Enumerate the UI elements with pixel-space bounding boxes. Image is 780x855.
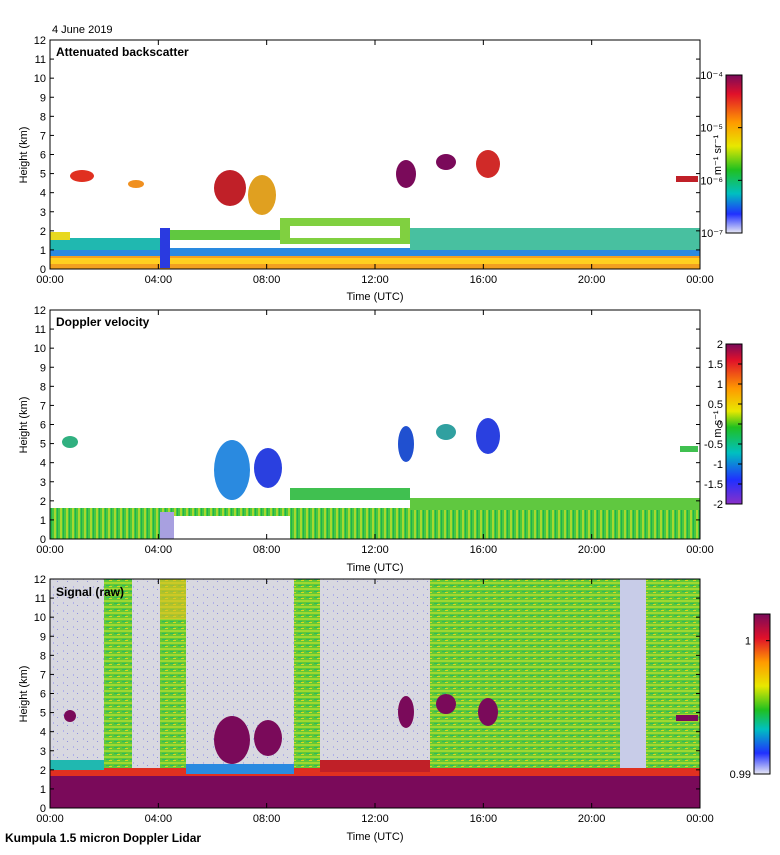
x-tick-label: 12:00 <box>361 544 389 556</box>
y-tick-label: 0 <box>40 803 46 815</box>
colorbar-units: m s⁻¹ <box>712 410 724 438</box>
y-tick-label: 8 <box>40 381 46 393</box>
y-tick-label: 3 <box>40 746 46 758</box>
velocity-panel: Doppler velocity Height (km) Time (UTC) … <box>18 305 743 574</box>
y-tick-label: 7 <box>40 400 46 412</box>
y-tick-label: 2 <box>40 496 46 508</box>
colorbar-tick-label: 10⁻⁶ <box>700 175 723 187</box>
colorbar-tick-label: -1 <box>713 459 723 471</box>
y-tick-label: 0 <box>40 264 46 276</box>
y-tick-label: 6 <box>40 420 46 432</box>
y-tick-label: 6 <box>40 150 46 162</box>
colorbar-tick-label: 10⁻⁴ <box>700 70 723 82</box>
y-tick-label: 5 <box>40 169 46 181</box>
y-tick-label: 1 <box>40 784 46 796</box>
x-tick-label: 00:00 <box>686 544 714 556</box>
y-tick-label: 6 <box>40 689 46 701</box>
x-tick-label: 12:00 <box>361 274 389 286</box>
y-tick-label: 8 <box>40 650 46 662</box>
colorbar-tick-label: -1.5 <box>704 479 723 491</box>
panel-title: Signal (raw) <box>56 585 124 599</box>
y-axis-label: Height (km) <box>18 666 30 723</box>
y-tick-label: 12 <box>34 305 46 317</box>
footer-label: Kumpula 1.5 micron Doppler Lidar <box>5 831 201 845</box>
x-tick-label: 12:00 <box>361 813 389 825</box>
colorbar-tick-label: 2 <box>717 339 723 351</box>
y-tick-label: 2 <box>40 765 46 777</box>
y-tick-label: 9 <box>40 92 46 104</box>
x-tick-label: 20:00 <box>578 813 606 825</box>
colorbar <box>725 74 743 234</box>
backscatter-panel: Attenuated backscatter Height (km) Time … <box>18 35 743 303</box>
y-tick-label: 7 <box>40 130 46 142</box>
x-tick-label: 04:00 <box>145 813 173 825</box>
x-tick-label: 00:00 <box>36 274 64 286</box>
y-tick-label: 4 <box>40 458 46 470</box>
y-tick-label: 4 <box>40 727 46 739</box>
y-axis-label: Height (km) <box>18 397 30 454</box>
colorbar-tick-label: 1 <box>745 636 751 648</box>
y-tick-label: 10 <box>34 343 46 355</box>
y-tick-label: 1 <box>40 515 46 527</box>
y-tick-label: 4 <box>40 188 46 200</box>
y-tick-label: 10 <box>34 612 46 624</box>
x-tick-label: 04:00 <box>145 544 173 556</box>
x-tick-label: 20:00 <box>578 544 606 556</box>
colorbar-tick-label: 0 <box>717 419 723 431</box>
date-label: 4 June 2019 <box>52 24 113 36</box>
colorbar-tick-label: 10⁻⁵ <box>700 123 723 135</box>
y-tick-label: 3 <box>40 477 46 489</box>
y-tick-label: 8 <box>40 111 46 123</box>
y-tick-label: 9 <box>40 631 46 643</box>
signal-field <box>50 579 700 808</box>
y-tick-label: 11 <box>35 54 46 66</box>
x-tick-label: 16:00 <box>470 813 498 825</box>
colorbar-tick-label: 0.5 <box>708 399 723 411</box>
y-tick-label: 11 <box>35 593 46 605</box>
colorbar-tick-label: -2 <box>713 499 723 511</box>
y-tick-label: 3 <box>40 207 46 219</box>
backscatter-field <box>50 150 700 269</box>
x-tick-label: 00:00 <box>36 813 64 825</box>
colorbar-tick-label: -0.5 <box>704 439 723 451</box>
x-tick-label: 08:00 <box>253 544 281 556</box>
x-axis-label: Time (UTC) <box>346 562 403 574</box>
colorbar-tick-label: 1 <box>717 379 723 391</box>
colorbar-units: m⁻¹ sr⁻¹ <box>712 135 724 176</box>
colorbar-tick-label: 1.5 <box>708 359 723 371</box>
signal-panel: Signal (raw) Height (km) Time (UTC) 0123… <box>18 574 771 843</box>
x-tick-label: 16:00 <box>470 544 498 556</box>
x-tick-label: 08:00 <box>253 813 281 825</box>
y-tick-label: 12 <box>34 574 46 586</box>
y-tick-label: 10 <box>34 73 46 85</box>
x-tick-label: 08:00 <box>253 274 281 286</box>
colorbar-tick-label: 10⁻⁷ <box>701 228 723 240</box>
y-tick-label: 5 <box>40 708 46 720</box>
x-tick-label: 04:00 <box>145 274 173 286</box>
x-tick-label: 00:00 <box>686 274 714 286</box>
colorbar-tick-label: 0.99 <box>730 769 751 781</box>
x-tick-label: 16:00 <box>470 274 498 286</box>
x-tick-label: 00:00 <box>686 813 714 825</box>
y-tick-label: 2 <box>40 226 46 238</box>
y-tick-label: 11 <box>35 324 46 336</box>
x-axis-label: Time (UTC) <box>346 831 403 843</box>
x-tick-label: 00:00 <box>36 544 64 556</box>
y-tick-label: 9 <box>40 362 46 374</box>
y-tick-label: 7 <box>40 669 46 681</box>
y-axis-label: Height (km) <box>18 127 30 184</box>
colorbar <box>753 613 771 775</box>
y-tick-label: 1 <box>40 245 46 257</box>
y-tick-label: 12 <box>34 35 46 47</box>
x-tick-label: 20:00 <box>578 274 606 286</box>
y-tick-label: 5 <box>40 439 46 451</box>
velocity-field <box>50 418 700 539</box>
x-axis-label: Time (UTC) <box>346 291 403 303</box>
y-tick-label: 0 <box>40 534 46 546</box>
panel-title: Attenuated backscatter <box>56 45 189 59</box>
panel-title: Doppler velocity <box>56 315 150 329</box>
